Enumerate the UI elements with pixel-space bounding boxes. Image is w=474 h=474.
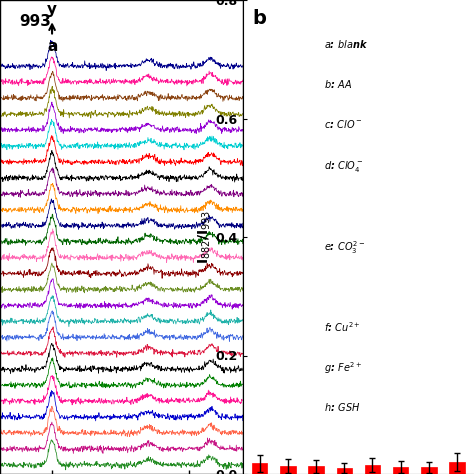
Text: $\it{f}$: $\it{Cu}^{2+}$: $\it{f}$: $\it{Cu}^{2+}$ [324,320,360,334]
Bar [449,462,465,474]
Text: 993: 993 [19,14,51,29]
Text: $\it{g}$: $\it{Fe}^{2+}$: $\it{g}$: $\it{Fe}^{2+}$ [324,360,362,376]
Bar [421,467,437,474]
Y-axis label: I$_{882}$/I$_{993}$: I$_{882}$/I$_{993}$ [197,210,213,264]
Text: a: a [47,39,57,54]
Bar [280,465,296,474]
Text: $\it{e}$: $\it{CO}_3^{2-}$: $\it{e}$: $\it{CO}_3^{2-}$ [324,239,365,256]
Bar [393,467,409,474]
Text: $\it{c}$: $\it{ClO}^-$: $\it{c}$: $\it{ClO}^-$ [324,118,363,130]
Text: $\it{b}$: $\it{AA}$: $\it{b}$: $\it{AA}$ [324,78,352,90]
Text: y: y [47,2,57,17]
Text: b: b [252,9,266,28]
Text: $\it{a}$: $\it{bla}$nk: $\it{a}$: $\it{bla}$nk [324,38,368,50]
Text: $\it{h}$: $\it{GSH}$: $\it{h}$: $\it{GSH}$ [324,401,360,412]
Text: $\it{d}$: $\it{ClO}_4^-$: $\it{d}$: $\it{ClO}_4^-$ [324,159,364,174]
Bar [337,468,352,474]
Bar [365,465,380,474]
Bar [309,466,324,474]
Bar [252,464,267,474]
